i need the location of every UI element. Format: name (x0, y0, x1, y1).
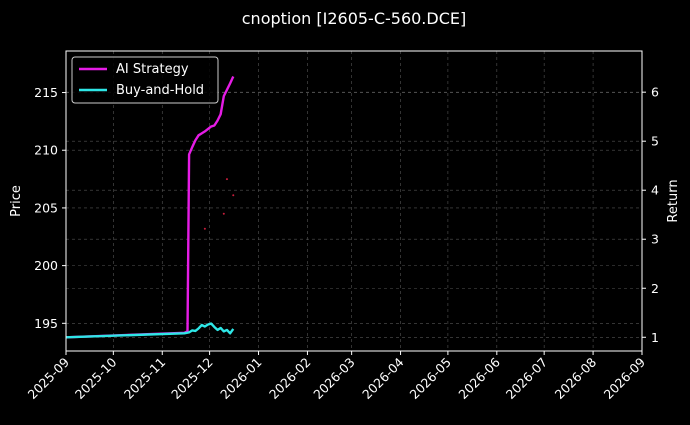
left-axis-label: Price (9, 185, 24, 217)
right-tick-label: 4 (651, 183, 659, 198)
right-axis-label: Return (666, 179, 681, 222)
left-tick-label: 205 (34, 200, 58, 215)
left-tick-label: 210 (34, 143, 58, 158)
right-tick-label: 6 (651, 85, 659, 100)
right-axis-ticks: 1 2 3 4 5 6 (642, 85, 659, 345)
left-tick-label: 215 (34, 85, 58, 100)
price-marker-layer (203, 178, 235, 230)
legend-box (71, 56, 219, 104)
price-marker (203, 227, 206, 230)
left-axis-ticks: 195 200 205 210 215 (34, 85, 66, 331)
price-marker (225, 178, 228, 181)
plot-frame (65, 50, 643, 352)
series-line-buy-and-hold (65, 322, 235, 339)
legend-label-ai-strategy: AI Strategy (116, 62, 189, 77)
price-marker (222, 212, 225, 215)
right-tick-label: 2 (651, 281, 659, 296)
series-layer (65, 75, 235, 339)
legend-label-buy-and-hold: Buy-and-Hold (116, 83, 204, 98)
right-tick-label: 1 (651, 330, 659, 345)
right-tick-label: 5 (651, 134, 659, 149)
series-line-ai-strategy (65, 75, 235, 339)
left-tick-label: 195 (34, 316, 58, 331)
price-marker (232, 194, 235, 197)
chart-title: cnoption [I2605-C-560.DCE] (242, 9, 466, 28)
legend: AI Strategy Buy-and-Hold (71, 56, 219, 104)
left-tick-label: 200 (34, 258, 58, 273)
right-tick-label: 3 (651, 232, 659, 247)
